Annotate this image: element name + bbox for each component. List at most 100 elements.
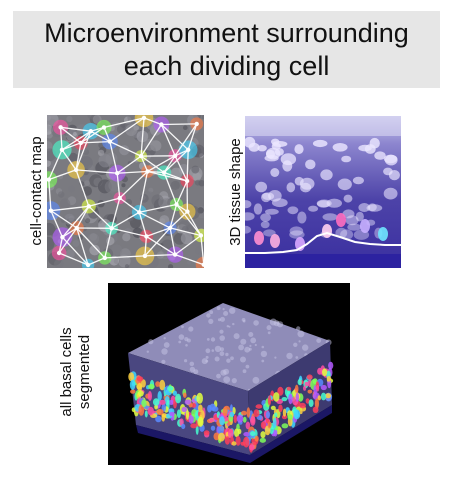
contact-edge	[76, 169, 118, 174]
cell-nucleus	[358, 203, 371, 212]
segmented-cells-graphic	[108, 283, 350, 465]
top-texture	[240, 338, 247, 345]
segmented-cell	[255, 404, 263, 409]
segmented-cell	[140, 379, 146, 388]
contact-edge	[140, 117, 145, 157]
segmented-cell	[196, 392, 203, 404]
contact-edge	[174, 234, 202, 256]
segmented-cell	[320, 384, 327, 391]
contact-node	[59, 147, 65, 152]
contact-edge	[200, 235, 204, 265]
segmented-cell	[265, 411, 271, 419]
contact-node	[172, 252, 178, 257]
top-texture	[188, 326, 194, 332]
tissue-texture	[125, 124, 138, 137]
top-texture	[205, 355, 209, 359]
segmented-cell	[209, 418, 214, 423]
tissue-texture	[98, 154, 112, 168]
top-texture	[220, 369, 227, 376]
contact-edge	[169, 204, 178, 229]
cell-nucleus	[245, 212, 255, 221]
tissue-texture	[131, 250, 137, 256]
contact-edge	[175, 204, 202, 236]
cell-nucleus	[265, 208, 279, 215]
contact-edge	[110, 197, 121, 229]
segmented-cell	[260, 421, 267, 429]
segmented-cell	[130, 389, 136, 394]
segmented-cell	[144, 410, 148, 418]
segmented-cells-image	[108, 283, 350, 465]
contact-edge	[87, 257, 106, 266]
segmented-cell	[249, 444, 255, 451]
segmented-cell	[234, 428, 240, 438]
segmented-cell	[161, 413, 166, 422]
segmented-cell	[157, 391, 162, 401]
cell-nucleus	[352, 176, 364, 185]
segmented-cell	[260, 431, 266, 439]
dividing-cell	[254, 231, 264, 245]
tissue-texture	[89, 244, 100, 256]
contact-edge	[80, 126, 105, 144]
segmented-cell	[245, 421, 251, 430]
cell-nucleus	[337, 178, 352, 191]
segmented-cell	[299, 402, 306, 409]
top-texture	[242, 369, 247, 374]
cell-nucleus	[262, 192, 275, 200]
contact-edge	[146, 235, 176, 256]
segmented-cell	[274, 412, 278, 418]
cell-nucleus	[294, 144, 304, 155]
top-texture	[230, 356, 234, 361]
contact-edge	[161, 123, 197, 126]
segmented-cell	[141, 399, 147, 408]
segmented-label: all basal cells segmented	[58, 327, 94, 416]
top-texture	[302, 344, 309, 351]
top-texture	[189, 361, 195, 367]
contact-node	[74, 225, 79, 231]
tissue-texture	[106, 115, 118, 123]
segmented-cell	[306, 374, 313, 380]
segmented-cell	[317, 367, 323, 375]
top-texture	[295, 356, 299, 359]
segmented-cell	[137, 390, 144, 397]
contact-node	[145, 169, 150, 174]
contact-edge	[174, 149, 189, 157]
contact-node	[137, 210, 142, 215]
cell-nucleus	[383, 154, 398, 164]
contact-edge	[58, 227, 78, 254]
segmented-cell	[308, 399, 314, 407]
tissue-texture	[58, 191, 65, 198]
contact-edge	[90, 130, 111, 143]
top-texture	[214, 345, 222, 353]
segmented-cell	[213, 432, 220, 441]
segmented-cell	[270, 405, 276, 411]
top-texture	[226, 358, 231, 363]
top-texture	[181, 325, 184, 329]
cell-nucleus	[260, 213, 271, 222]
top-texture	[163, 337, 166, 340]
top-texture	[206, 338, 210, 341]
contact-node	[138, 153, 144, 159]
top-texture	[178, 334, 185, 340]
contact-edge	[174, 253, 204, 266]
cell-nucleus	[255, 181, 268, 193]
contact-edge	[76, 205, 90, 229]
segmented-cell	[303, 385, 307, 391]
cell-nucleus	[257, 145, 267, 152]
top-texture	[226, 325, 229, 328]
contact-node	[85, 262, 91, 268]
contact-edge	[58, 252, 89, 266]
segmented-cell	[203, 430, 210, 436]
title-line-2: each dividing cell	[123, 50, 330, 81]
cell-nucleus	[260, 221, 270, 229]
contact-node	[161, 170, 167, 175]
contact-node	[88, 129, 93, 134]
segmented-cell	[156, 408, 164, 416]
cell-nucleus	[248, 142, 260, 152]
segmented-cell	[217, 424, 224, 435]
tissue-texture	[170, 180, 180, 190]
cell-nucleus	[369, 137, 380, 149]
segmented-cell	[188, 414, 194, 424]
tissue-texture	[109, 255, 119, 266]
segmented-cell	[246, 407, 251, 418]
tissue-texture	[124, 264, 130, 268]
